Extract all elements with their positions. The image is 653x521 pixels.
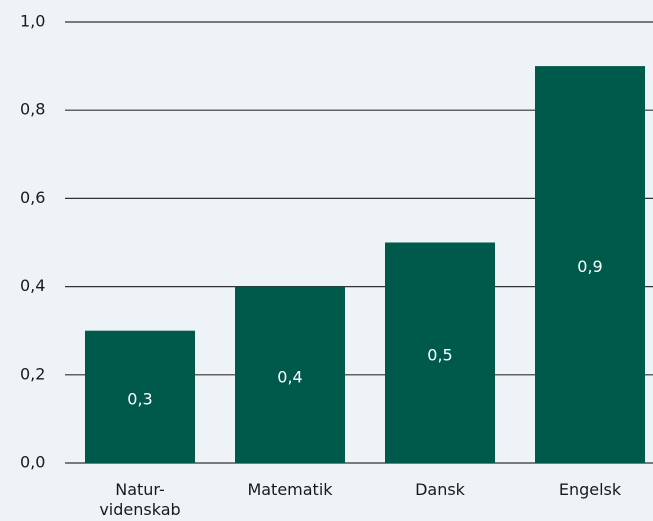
x-tick-label: Engelsk: [559, 480, 622, 499]
value-label: 0,4: [277, 367, 302, 386]
x-tick-label: Dansk: [415, 480, 466, 499]
y-tick-label: 0,2: [20, 364, 45, 383]
y-tick-label: 0,6: [20, 188, 45, 207]
value-label: 0,5: [427, 345, 452, 364]
y-tick-label: 0,8: [20, 100, 45, 119]
bar: [85, 330, 195, 463]
y-tick-label: 1,0: [20, 12, 45, 31]
x-tick-label: Natur-videnskab: [99, 480, 180, 519]
x-tick-label: Matematik: [247, 480, 333, 499]
bar: [535, 66, 645, 463]
bar: [235, 286, 345, 463]
y-tick-label: 0,0: [20, 453, 45, 472]
value-label: 0,3: [127, 389, 152, 408]
value-label: 0,9: [577, 257, 602, 276]
bar: [385, 242, 495, 463]
y-tick-label: 0,4: [20, 276, 45, 295]
